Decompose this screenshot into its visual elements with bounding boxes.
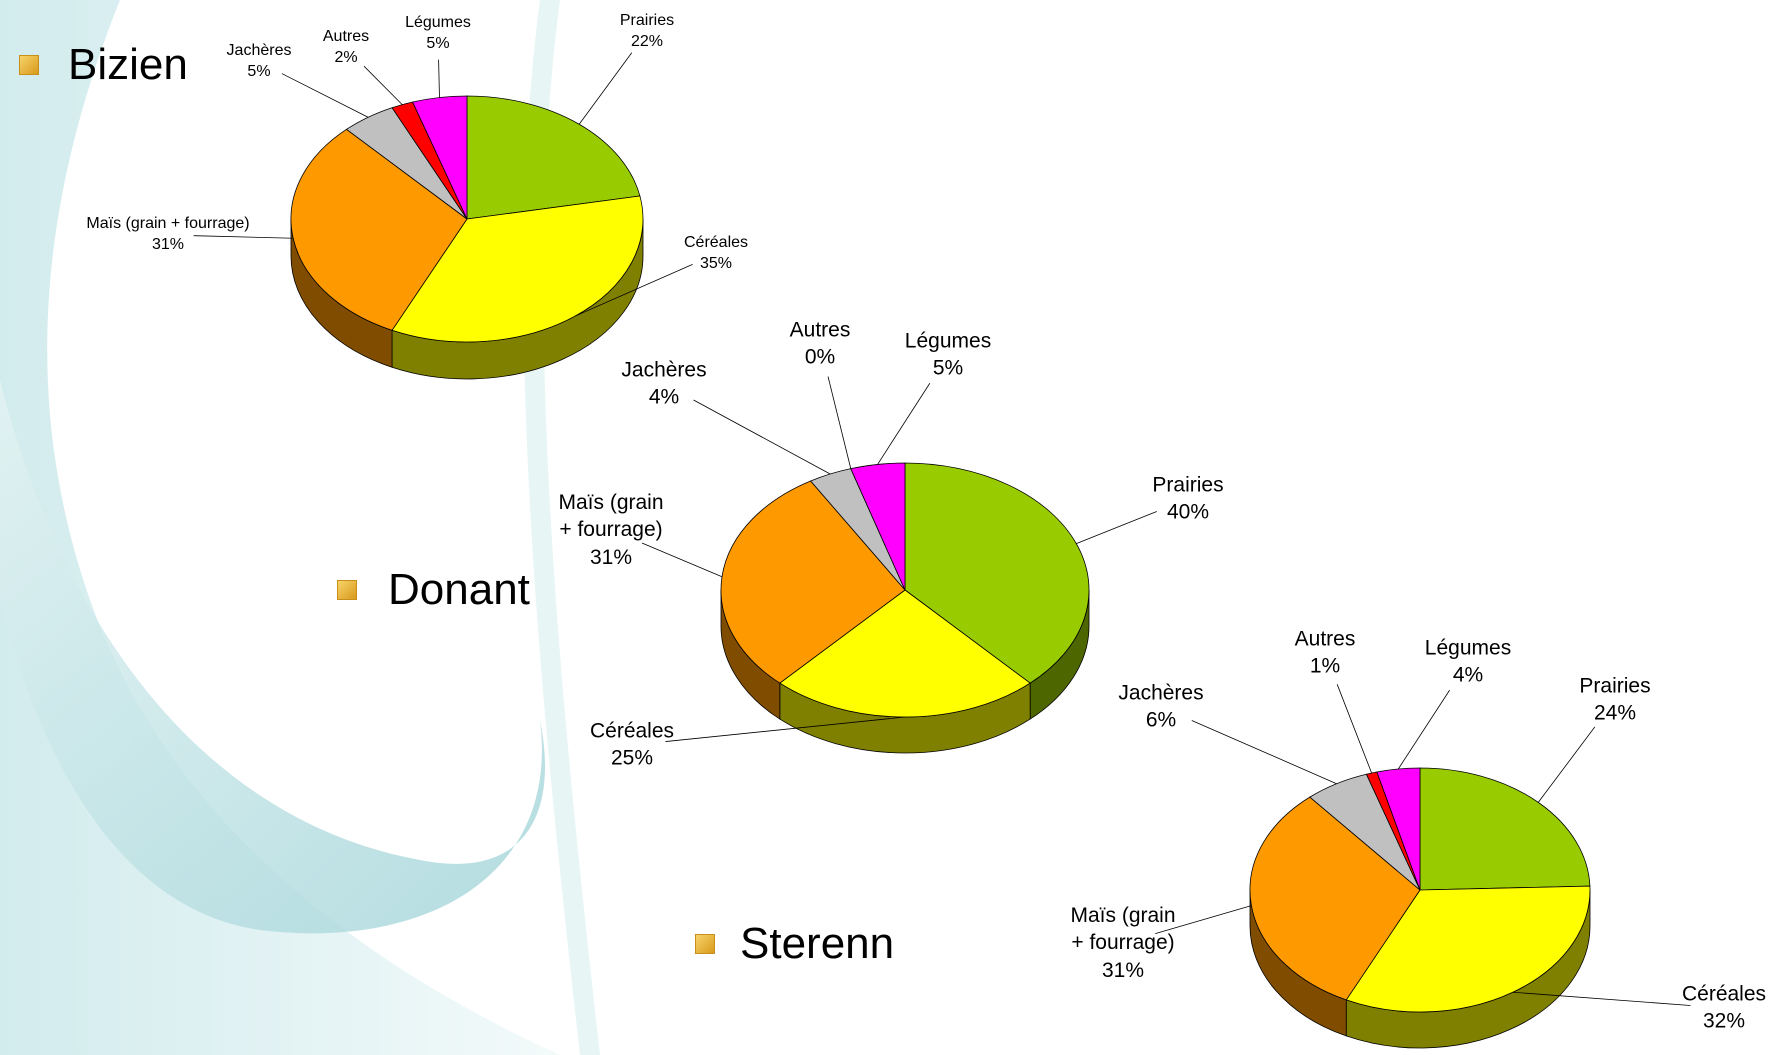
value-label: 5%	[905, 355, 991, 382]
category-label: Maïs (grain + fourrage)	[86, 214, 249, 235]
data-label: Maïs (grain + fourrage)31%	[1068, 902, 1178, 984]
charts	[0, 0, 1780, 1055]
value-label: 6%	[1118, 707, 1203, 734]
value-label: 31%	[86, 235, 249, 256]
bullet-icon	[337, 580, 357, 600]
data-label: Maïs (grain + fourrage)31%	[86, 214, 249, 256]
leader-line	[1337, 684, 1371, 773]
category-label: Autres	[1295, 626, 1356, 653]
category-label: Céréales	[1682, 981, 1766, 1008]
leader-line	[579, 53, 632, 125]
leader-line	[439, 60, 440, 98]
category-label: Jachères	[227, 41, 292, 62]
value-label: 31%	[1068, 957, 1178, 984]
category-label: Jachères	[621, 357, 706, 384]
leader-line	[828, 377, 851, 469]
category-label: Maïs (grain + fourrage)	[1068, 902, 1178, 957]
chart-title: Bizien	[68, 40, 188, 90]
value-label: 4%	[1425, 662, 1511, 689]
value-label: 5%	[227, 62, 292, 83]
pie-chart	[1155, 684, 1690, 1048]
leader-line	[878, 383, 930, 464]
bullet-icon	[19, 55, 39, 75]
category-label: Prairies	[1579, 673, 1650, 700]
value-label: 4%	[621, 384, 706, 411]
value-label: 1%	[1295, 653, 1356, 680]
category-label: Céréales	[590, 718, 674, 745]
value-label: 25%	[590, 745, 674, 772]
value-label: 24%	[1579, 700, 1650, 727]
category-label: Maïs (grain + fourrage)	[556, 489, 666, 544]
value-label: 22%	[620, 32, 674, 53]
leader-line	[364, 66, 402, 104]
leader-line	[282, 74, 368, 118]
value-label: 32%	[1682, 1008, 1766, 1035]
category-label: Prairies	[1152, 472, 1223, 499]
category-label: Autres	[323, 27, 369, 48]
chart-title: Sterenn	[740, 919, 894, 969]
pie-chart	[194, 53, 693, 379]
category-label: Céréales	[684, 233, 748, 254]
category-label: Autres	[790, 317, 851, 344]
leader-line	[1398, 690, 1449, 769]
value-label: 2%	[323, 48, 369, 69]
data-label: Maïs (grain + fourrage)31%	[556, 489, 666, 571]
bullet-icon	[695, 934, 715, 954]
leader-line	[1192, 720, 1337, 783]
slide: Prairies22%Céréales35%Maïs (grain + four…	[0, 0, 1780, 1055]
category-label: Légumes	[405, 13, 471, 34]
leader-line	[694, 400, 831, 474]
category-label: Légumes	[1425, 635, 1511, 662]
category-label: Jachères	[1118, 680, 1203, 707]
value-label: 0%	[790, 344, 851, 371]
pie-chart	[642, 377, 1157, 753]
value-label: 35%	[684, 254, 748, 275]
leader-line	[1538, 727, 1595, 802]
value-label: 40%	[1152, 499, 1223, 526]
slice	[1420, 768, 1590, 890]
value-label: 31%	[556, 544, 666, 571]
category-label: Prairies	[620, 11, 674, 32]
value-label: 5%	[405, 34, 471, 55]
leader-line	[1076, 511, 1157, 543]
chart-title: Donant	[388, 565, 530, 615]
category-label: Légumes	[905, 328, 991, 355]
